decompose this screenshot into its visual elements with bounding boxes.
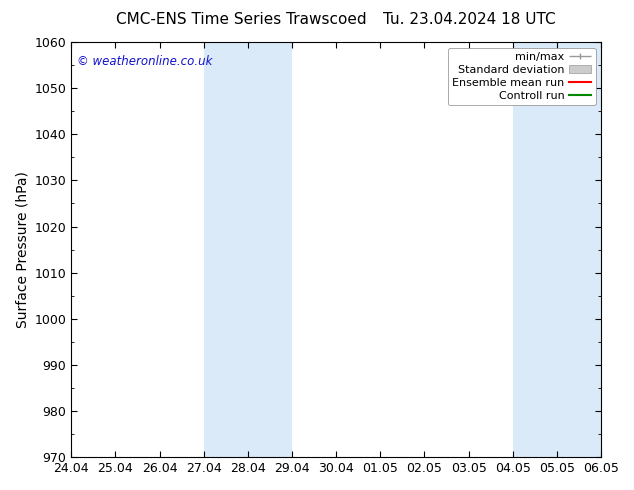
Bar: [513, 42, 601, 457]
Bar: [204, 42, 292, 457]
Text: © weatheronline.co.uk: © weatheronline.co.uk: [77, 54, 212, 68]
Y-axis label: Surface Pressure (hPa): Surface Pressure (hPa): [15, 171, 29, 328]
Text: Tu. 23.04.2024 18 UTC: Tu. 23.04.2024 18 UTC: [383, 12, 555, 27]
Legend: min/max, Standard deviation, Ensemble mean run, Controll run: min/max, Standard deviation, Ensemble me…: [448, 48, 595, 105]
Text: CMC-ENS Time Series Trawscoed: CMC-ENS Time Series Trawscoed: [115, 12, 366, 27]
